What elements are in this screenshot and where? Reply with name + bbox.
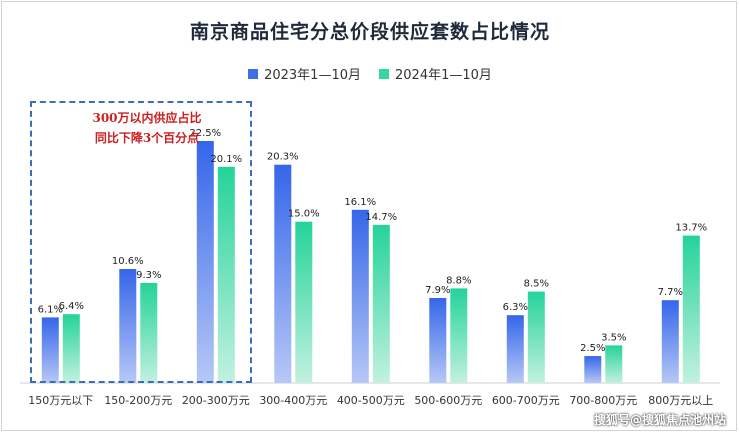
callout-line-1: 300万以内供应占比 xyxy=(92,111,202,125)
x-tick-label-7: 700-800万元 xyxy=(569,394,637,407)
data-label-2024-8: 13.7% xyxy=(675,223,707,234)
data-label-2024-0: 6.4% xyxy=(59,301,84,312)
legend-label-2023: 2023年1—10月 xyxy=(264,68,361,83)
legend: 2023年1—10月 2024年1—10月 xyxy=(0,64,740,83)
bar-2023-3 xyxy=(274,164,292,383)
bar-2024-7 xyxy=(605,345,623,383)
legend-item-2024: 2024年1—10月 xyxy=(379,64,492,83)
chart-title: 南京商品住宅分总价段供应套数占比情况 xyxy=(189,21,550,43)
callout-text: 300万以内供应占比 同比下降3个百分点 xyxy=(62,108,232,148)
legend-item-2023: 2023年1—10月 xyxy=(248,64,361,83)
data-label-2023-6: 6.3% xyxy=(503,302,528,313)
x-tick-label-8: 800万元以上 xyxy=(648,394,713,407)
bar-2023-2 xyxy=(196,141,214,383)
callout-box xyxy=(30,101,252,383)
bar-2023-6 xyxy=(506,315,524,383)
legend-swatch-2023 xyxy=(248,68,259,79)
data-label-2024-6: 8.5% xyxy=(524,279,549,290)
data-label-2024-2: 20.1% xyxy=(210,154,242,165)
data-label-2023-8: 7.7% xyxy=(658,287,683,298)
data-label-2023-0: 6.1% xyxy=(38,304,63,315)
data-label-2024-7: 3.5% xyxy=(601,332,626,343)
x-tick-label-5: 500-600万元 xyxy=(414,394,482,407)
legend-swatch-2024 xyxy=(379,68,389,79)
bar-2024-0 xyxy=(62,314,80,383)
data-label-2024-3: 15.0% xyxy=(288,209,320,220)
bar-2024-4 xyxy=(372,224,390,383)
data-label-2023-2: 22.5% xyxy=(189,128,221,139)
bar-2023-7 xyxy=(584,356,602,383)
bar-2024-2 xyxy=(217,166,235,383)
x-tick-label-1: 150-200万元 xyxy=(104,394,172,407)
x-tick-label-6: 600-700万元 xyxy=(492,394,560,407)
bar-2024-5 xyxy=(450,288,468,383)
data-label-2023-5: 7.9% xyxy=(425,285,450,296)
bar-2024-3 xyxy=(295,221,313,383)
bar-2023-5 xyxy=(429,298,447,383)
bar-2024-1 xyxy=(140,283,158,383)
bar-2023-4 xyxy=(351,209,369,383)
data-label-2024-5: 8.8% xyxy=(446,275,471,286)
data-label-2024-1: 9.3% xyxy=(136,270,161,281)
watermark: 搜狐号@搜狐焦点池州站 xyxy=(593,413,726,427)
data-label-2023-3: 20.3% xyxy=(267,152,299,163)
bar-2023-1 xyxy=(119,269,137,383)
data-label-2024-4: 14.7% xyxy=(365,212,397,223)
data-label-2023-4: 16.1% xyxy=(344,197,376,208)
x-tick-label-2: 200-300万元 xyxy=(182,394,250,407)
x-tick-label-4: 400-500万元 xyxy=(337,394,405,407)
x-tick-label-3: 300-400万元 xyxy=(259,394,327,407)
bar-2023-8 xyxy=(661,300,679,383)
bar-2023-0 xyxy=(41,317,59,383)
data-label-2023-7: 2.5% xyxy=(580,343,605,354)
x-tick-label-0: 150万元以下 xyxy=(28,394,93,407)
callout-line-2: 同比下降3个百分点 xyxy=(94,131,200,145)
bar-2024-6 xyxy=(527,291,545,383)
bar-2024-8 xyxy=(682,235,700,383)
data-label-2023-1: 10.6% xyxy=(112,256,144,267)
legend-label-2024: 2024年1—10月 xyxy=(395,68,492,83)
